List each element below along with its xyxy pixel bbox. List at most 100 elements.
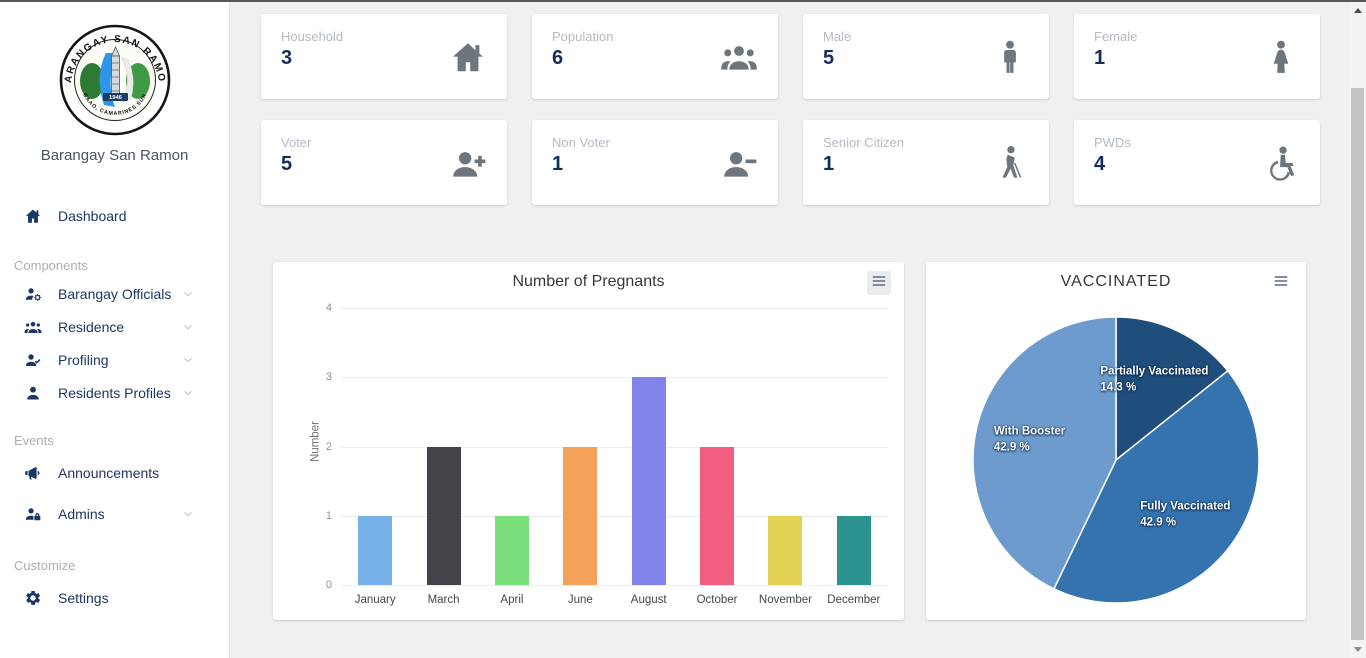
scrollbar-thumb[interactable] bbox=[1351, 88, 1364, 640]
bar-november[interactable] bbox=[768, 515, 803, 585]
sidebar-item-label: Announcements bbox=[58, 464, 160, 481]
bar-column-october: October bbox=[683, 308, 751, 606]
bar-column-april: April bbox=[478, 308, 546, 606]
bar-april[interactable] bbox=[494, 515, 529, 585]
sidebar-item-barangay-officials[interactable]: Barangay Officials bbox=[0, 277, 229, 310]
bar-chart-y-axis-title: Number bbox=[309, 420, 322, 462]
user-lock-icon bbox=[23, 504, 43, 524]
pregnants-bar-chart-card: Number of Pregnants Number 0 1 2 3 4 January M… bbox=[273, 262, 904, 620]
pie-label-percent: 14.3 % bbox=[1100, 381, 1137, 394]
user-icon bbox=[23, 383, 43, 403]
pie-chart-menu-button[interactable] bbox=[1269, 271, 1293, 295]
pie-label-text: With Booster bbox=[993, 425, 1066, 438]
stat-card-value: 1 bbox=[1094, 47, 1106, 69]
bar-january[interactable] bbox=[358, 515, 393, 585]
bar-june[interactable] bbox=[563, 446, 598, 585]
stat-card-female: Female 1 bbox=[1074, 14, 1320, 99]
users-icon bbox=[23, 317, 43, 337]
pie-slice-partially-vaccinated[interactable] bbox=[1115, 316, 1229, 462]
stat-card-label: Senior Citizen bbox=[823, 135, 904, 150]
pie-label-partially-vaccinated: Partially Vaccinated 14.3 % bbox=[1100, 365, 1208, 396]
person-cane-icon bbox=[991, 144, 1029, 182]
home-icon bbox=[23, 206, 43, 226]
pie-label-text: Fully Vaccinated bbox=[1140, 500, 1231, 513]
nav-section-header-customize: Customize bbox=[14, 558, 76, 573]
sidebar: 1946 BARANGAY SAN RAMON BAAO, CAMARINES … bbox=[0, 2, 230, 658]
pie-label-text: Partially Vaccinated bbox=[1100, 365, 1209, 378]
bar-december[interactable] bbox=[836, 515, 871, 585]
sidebar-item-dashboard[interactable]: Dashboard bbox=[0, 198, 229, 234]
bar-chart-x-tick-label: January bbox=[354, 594, 396, 606]
sidebar-item-label: Dashboard bbox=[58, 208, 127, 224]
chevron-down-icon bbox=[178, 504, 198, 524]
sidebar-item-label: Profiling bbox=[58, 351, 109, 368]
stat-card-label: Household bbox=[281, 29, 344, 44]
stat-card-label: Voter bbox=[281, 135, 312, 150]
sidebar-item-admins[interactable]: Admins bbox=[0, 493, 229, 534]
stat-card-non-voter: Non Voter 1 bbox=[532, 120, 778, 205]
vertical-scrollbar[interactable] bbox=[1349, 2, 1366, 658]
bar-chart-gridline bbox=[341, 377, 888, 379]
sidebar-item-profiling[interactable]: Profiling bbox=[0, 343, 229, 376]
stat-card-voter: Voter 5 bbox=[261, 120, 507, 205]
pie-label-fully-vaccinated: Fully Vaccinated 42.9 % bbox=[1140, 500, 1230, 531]
logo-year: 1946 bbox=[109, 95, 123, 101]
pie-slice-with-booster[interactable] bbox=[972, 316, 1117, 590]
scrollbar-up-arrow[interactable] bbox=[1349, 2, 1366, 19]
stat-card-value: 6 bbox=[552, 47, 564, 69]
sidebar-item-residence[interactable]: Residence bbox=[0, 310, 229, 343]
chevron-down-icon bbox=[178, 383, 198, 403]
stat-card-label: PWDs bbox=[1094, 135, 1131, 150]
bar-august[interactable] bbox=[631, 377, 666, 585]
stat-card-value: 5 bbox=[281, 153, 293, 175]
stat-card-male: Male 5 bbox=[803, 14, 1049, 99]
male-icon bbox=[991, 38, 1029, 76]
bar-chart-y-tick-label: 1 bbox=[325, 509, 332, 522]
bar-chart-menu-button[interactable] bbox=[867, 271, 891, 295]
pie-label-with-booster: With Booster 42.9 % bbox=[994, 425, 1065, 456]
window-top-border bbox=[0, 0, 1366, 2]
bar-chart-x-tick-label: December bbox=[827, 594, 881, 606]
pie-chart-plot-area: Partially Vaccinated 14.3 % Fully Vaccinat… bbox=[926, 292, 1306, 620]
bar-chart-y-tick-label: 0 bbox=[325, 579, 332, 591]
menu-icon bbox=[1271, 271, 1291, 296]
barangay-logo: 1946 BARANGAY SAN RAMON BAAO, CAMARINES … bbox=[0, 24, 229, 136]
user-minus-icon bbox=[720, 144, 758, 182]
stat-card-senior-citizen: Senior Citizen 1 bbox=[803, 120, 1049, 205]
pie-chart-title: VACCINATED bbox=[1060, 273, 1172, 290]
bar-column-march: March bbox=[409, 308, 477, 606]
bar-march[interactable] bbox=[426, 446, 461, 585]
stat-card-value: 3 bbox=[281, 47, 293, 69]
chevron-down-icon bbox=[178, 350, 198, 370]
bar-chart-gridline bbox=[341, 446, 888, 448]
bar-chart-y-tick-label: 4 bbox=[325, 302, 332, 314]
brand-name: Barangay San Ramon bbox=[40, 147, 189, 164]
stat-card-pwds: PWDs 4 bbox=[1074, 120, 1320, 205]
user-check-icon bbox=[23, 350, 43, 370]
stat-card-label: Non Voter bbox=[552, 135, 610, 150]
bullhorn-icon bbox=[23, 463, 43, 483]
stat-card-label: Population bbox=[552, 29, 614, 44]
vaccinated-pie-chart-card: VACCINATED Partially Vaccinated 14.3 % Ful… bbox=[926, 262, 1306, 620]
stat-card-population: Population 6 bbox=[532, 14, 778, 99]
sidebar-item-residents-profiles[interactable]: Residents Profiles bbox=[0, 376, 229, 409]
user-gear-icon bbox=[23, 284, 43, 304]
stat-card-value: 5 bbox=[823, 47, 835, 69]
bar-column-january: January bbox=[341, 308, 409, 606]
bar-october[interactable] bbox=[700, 446, 735, 585]
sidebar-item-settings[interactable]: Settings bbox=[0, 577, 229, 618]
pie-slice-fully-vaccinated[interactable] bbox=[1052, 369, 1260, 604]
stat-card-label: Female bbox=[1094, 29, 1138, 44]
bar-chart-title: Number of Pregnants bbox=[512, 273, 665, 290]
bar-column-august: August bbox=[615, 308, 683, 606]
female-icon bbox=[1262, 38, 1300, 76]
sidebar-item-label: Barangay Officials bbox=[58, 285, 172, 302]
bar-chart-series: January March April June August October Novemb… bbox=[341, 308, 888, 606]
bar-chart-plot-area: Number 0 1 2 3 4 January March April June August O… bbox=[309, 302, 888, 606]
scrollbar-down-arrow[interactable] bbox=[1349, 641, 1366, 658]
sidebar-nav: Dashboard Components Barangay Officials Res… bbox=[0, 198, 229, 618]
bar-chart-x-tick-label: April bbox=[500, 594, 524, 606]
main-content: Household 3 Population 6 Male 5 Female 1 Voter 5 N… bbox=[230, 2, 1349, 658]
bar-chart-x-tick-label: August bbox=[630, 594, 667, 606]
sidebar-item-announcements[interactable]: Announcements bbox=[0, 452, 229, 493]
